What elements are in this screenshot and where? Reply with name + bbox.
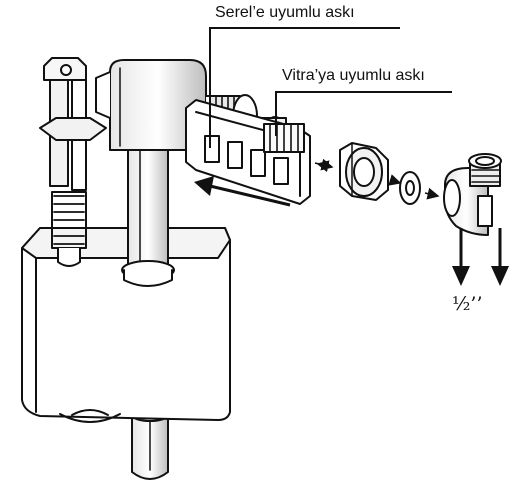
assembly-direction-arrow	[194, 176, 291, 207]
vitra-hanger-bracket	[263, 123, 305, 153]
serel-leader-line	[209, 27, 400, 148]
connection-size-label: ½’’	[452, 293, 483, 315]
washer	[399, 171, 421, 205]
vitra-leader-line	[275, 91, 452, 136]
vitra-hanger-label: Vitra’ya uyumlu askı	[282, 67, 425, 84]
alignment-arrows	[314, 158, 440, 200]
outlet-down-arrows	[452, 228, 509, 286]
float-rod-assembly	[39, 57, 107, 267]
lock-nut	[339, 142, 389, 201]
float-box	[21, 227, 231, 423]
callout-leaders	[209, 27, 452, 148]
serel-hanger-label: Serel’e uyumlu askı	[215, 4, 355, 21]
elbow-connector	[443, 153, 502, 236]
